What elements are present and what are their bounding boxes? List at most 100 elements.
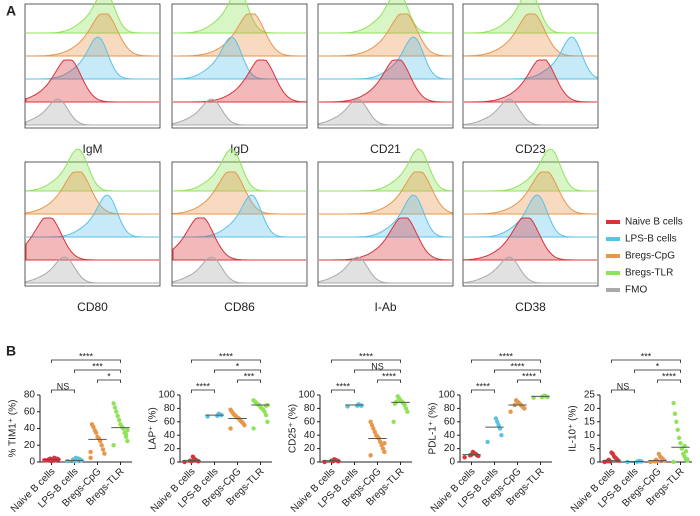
histogram-trace <box>319 217 453 261</box>
significance-bracket <box>354 369 401 373</box>
dot <box>609 450 614 455</box>
dot <box>671 400 676 406</box>
significance-label: NS <box>57 381 70 391</box>
legend-label: FMO <box>625 285 647 296</box>
significance-bracket <box>471 359 541 363</box>
dot <box>681 451 686 457</box>
dot <box>605 458 610 464</box>
dot <box>508 409 513 414</box>
histogram-trace <box>464 0 597 34</box>
histogram-trace <box>25 148 159 192</box>
histogram-trace <box>26 194 159 238</box>
y-tick-label: 40 <box>24 423 36 434</box>
dot <box>99 443 104 448</box>
legend-swatch <box>606 288 620 292</box>
dot <box>467 453 473 458</box>
significance-bracket <box>331 389 355 393</box>
marker-label: CD38 <box>515 300 546 314</box>
histogram-trace <box>318 98 452 126</box>
dot <box>251 398 256 403</box>
significance-bracket <box>494 369 541 373</box>
y-tick-label: 100 <box>298 390 315 401</box>
y-tick-label: 20 <box>584 403 596 414</box>
dot <box>625 459 630 465</box>
y-tick-label: 20 <box>164 443 176 454</box>
histogram-trace <box>173 59 307 103</box>
marker-label: IgD <box>230 142 249 156</box>
legend-swatch <box>606 237 620 241</box>
dot <box>656 451 662 457</box>
legend-label: Bregs-CpG <box>625 251 675 262</box>
panel-label: B <box>6 343 16 359</box>
marker-label: CD23 <box>515 142 546 156</box>
significance-label: *** <box>92 361 103 371</box>
histogram-trace <box>319 171 453 215</box>
dot <box>88 449 93 455</box>
histogram-trace <box>25 256 159 284</box>
y-tick-label: 25 <box>584 390 596 401</box>
dot <box>462 455 467 460</box>
histogram-trace <box>172 256 306 284</box>
y-tick-label: 20 <box>304 443 316 454</box>
histogram-trace <box>172 36 306 80</box>
histogram-trace <box>26 36 159 80</box>
dot <box>652 459 657 464</box>
dot <box>263 412 269 418</box>
significance-label: **** <box>499 351 514 361</box>
significance-bracket <box>471 389 495 393</box>
marker-label: CD86 <box>224 300 255 314</box>
dot <box>118 422 123 427</box>
histogram-trace <box>319 59 452 103</box>
dot <box>190 454 196 459</box>
dot <box>485 439 490 445</box>
y-tick-label: 40 <box>304 430 316 441</box>
histogram-frame <box>462 161 599 287</box>
y-axis-label: IL-10⁺ (%) <box>568 405 579 451</box>
histogram-trace <box>25 98 159 126</box>
histogram-trace <box>173 194 306 238</box>
dot <box>372 429 377 435</box>
dot <box>373 433 379 438</box>
histogram-trace <box>464 171 597 215</box>
histogram-trace <box>463 98 597 126</box>
y-tick-label: 60 <box>164 416 176 427</box>
y-tick-label: 0 <box>309 457 315 468</box>
dot <box>89 422 95 427</box>
dot <box>493 416 499 421</box>
dot <box>391 419 396 424</box>
histogram-frame <box>171 3 308 129</box>
histogram-frame <box>24 3 161 129</box>
dot <box>369 422 375 428</box>
significance-bracket <box>377 379 401 383</box>
dot <box>125 427 130 433</box>
dot <box>378 439 383 445</box>
histogram-frame <box>317 161 454 287</box>
y-axis-label: CD25⁺ (%) <box>288 404 299 453</box>
y-tick-label: 100 <box>438 390 455 401</box>
dot <box>115 413 120 419</box>
histogram-frame <box>171 161 308 287</box>
histogram-trace <box>463 256 597 284</box>
dot <box>676 435 682 441</box>
significance-bracket <box>51 359 121 363</box>
histogram-trace <box>463 217 597 261</box>
y-tick-label: 60 <box>304 416 316 427</box>
legend-label: LPS-B cells <box>625 234 677 245</box>
significance-bracket <box>611 359 681 363</box>
dot <box>123 432 129 437</box>
y-tick-label: 80 <box>444 403 456 414</box>
histogram-trace <box>26 0 159 34</box>
significance-label: NS <box>371 361 384 371</box>
significance-label: **** <box>359 351 374 361</box>
significance-bracket <box>51 389 75 393</box>
dot <box>125 438 130 444</box>
significance-label: **** <box>336 381 351 391</box>
histogram-trace <box>172 171 306 215</box>
dot <box>368 419 373 424</box>
dot <box>111 401 116 406</box>
histogram-trace <box>26 13 159 57</box>
dot <box>228 426 233 431</box>
legend-swatch <box>606 254 620 258</box>
histogram-trace <box>25 171 159 215</box>
